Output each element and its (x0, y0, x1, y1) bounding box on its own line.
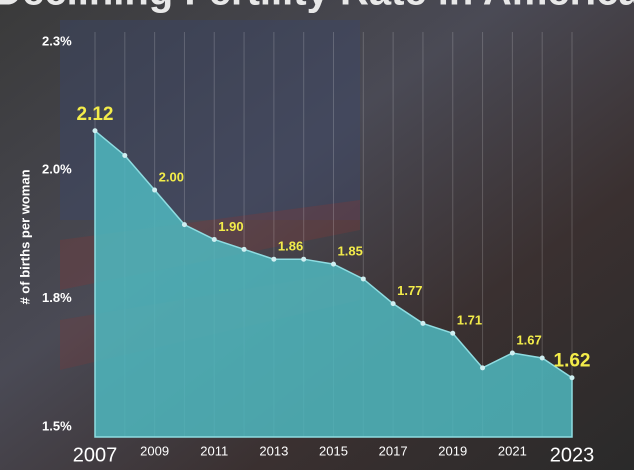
x-tick-label: 2007 (73, 444, 118, 466)
data-label: 1.71 (457, 313, 482, 328)
area (94, 129, 573, 438)
point (480, 365, 486, 371)
point (271, 256, 277, 262)
point (211, 236, 217, 242)
data-label: 2.00 (159, 169, 184, 184)
point (569, 375, 575, 381)
point (420, 320, 426, 326)
data-label: 2.12 (77, 104, 114, 125)
y-tick-label: 1.5% (42, 419, 72, 434)
point (122, 152, 128, 158)
y-tick-label: 2.0% (42, 162, 72, 177)
point (450, 330, 456, 336)
point (152, 187, 158, 193)
point (509, 350, 515, 356)
data-label: 1.77 (397, 283, 422, 298)
point (360, 276, 366, 282)
point (331, 261, 336, 267)
point (241, 246, 247, 252)
x-tick-label: 2017 (379, 443, 408, 458)
data-label: 1.86 (278, 239, 303, 254)
data-label: 1.90 (218, 219, 243, 234)
data-label: 1.85 (338, 244, 363, 259)
data-label: 1.62 (554, 351, 591, 372)
point (92, 128, 98, 134)
data-label: 1.67 (516, 332, 541, 347)
x-tick-label: 2019 (438, 443, 467, 458)
y-tick-label: 1.8% (42, 290, 72, 305)
x-tick-label: 2023 (550, 444, 595, 466)
x-tick-label: 2015 (319, 443, 348, 458)
point (301, 256, 307, 262)
y-axis-label: # of births per woman (17, 169, 32, 304)
x-tick-label: 2011 (200, 443, 228, 458)
y-tick-label: 2.3% (42, 33, 72, 48)
point (539, 355, 545, 361)
x-tick-label: 2021 (498, 443, 527, 458)
x-tick-label: 2009 (140, 443, 169, 458)
chart-title: Declining Fertility Rate in America (0, 0, 634, 14)
point (181, 222, 187, 228)
point (390, 301, 396, 307)
x-tick-label: 2013 (259, 443, 288, 458)
